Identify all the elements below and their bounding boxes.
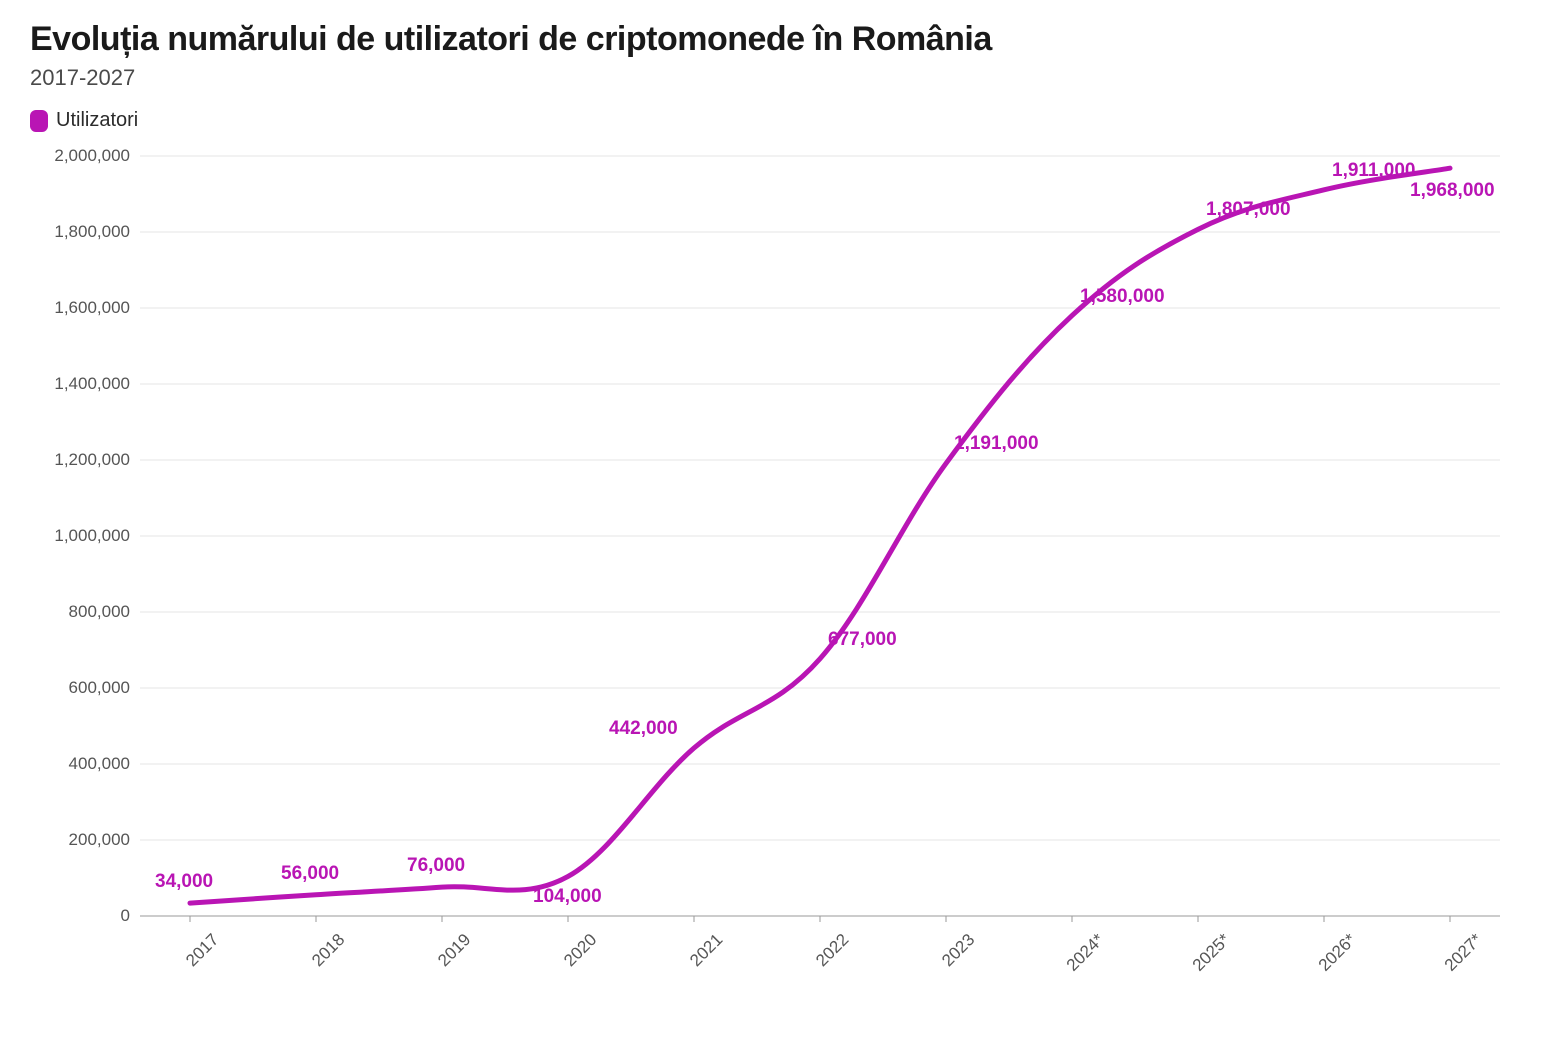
data-label: 1,968,000 [1410,180,1495,202]
y-tick-label: 600,000 [69,678,130,698]
y-tick-label: 1,200,000 [54,450,130,470]
y-tick-label: 1,400,000 [54,374,130,394]
data-label: 442,000 [609,718,678,740]
y-tick-label: 2,000,000 [54,146,130,166]
data-label: 56,000 [281,863,339,885]
legend-label: Utilizatori [56,109,138,132]
line-chart [30,146,1530,986]
y-tick-label: 1,000,000 [54,526,130,546]
data-label: 34,000 [155,871,213,893]
data-label: 1,911,000 [1332,160,1415,182]
chart-title: Evoluția numărului de utilizatori de cri… [30,20,1532,59]
legend: Utilizatori [30,109,1532,132]
data-label: 1,191,000 [954,433,1039,455]
data-label: 104,000 [533,886,602,908]
data-label: 677,000 [828,629,897,651]
y-tick-label: 0 [121,906,130,926]
y-tick-label: 800,000 [69,602,130,622]
data-label: 1,580,000 [1080,286,1165,308]
y-tick-label: 1,600,000 [54,298,130,318]
y-tick-label: 200,000 [69,830,130,850]
data-label: 76,000 [407,855,465,877]
legend-swatch [30,110,48,132]
y-tick-label: 400,000 [69,754,130,774]
chart-subtitle: 2017-2027 [30,65,1532,91]
data-label: 1,807,000 [1206,199,1291,221]
chart-area: 0 200,000 400,000 600,000 800,000 1,000,000 1,… [30,146,1530,986]
y-tick-label: 1,800,000 [54,222,130,242]
